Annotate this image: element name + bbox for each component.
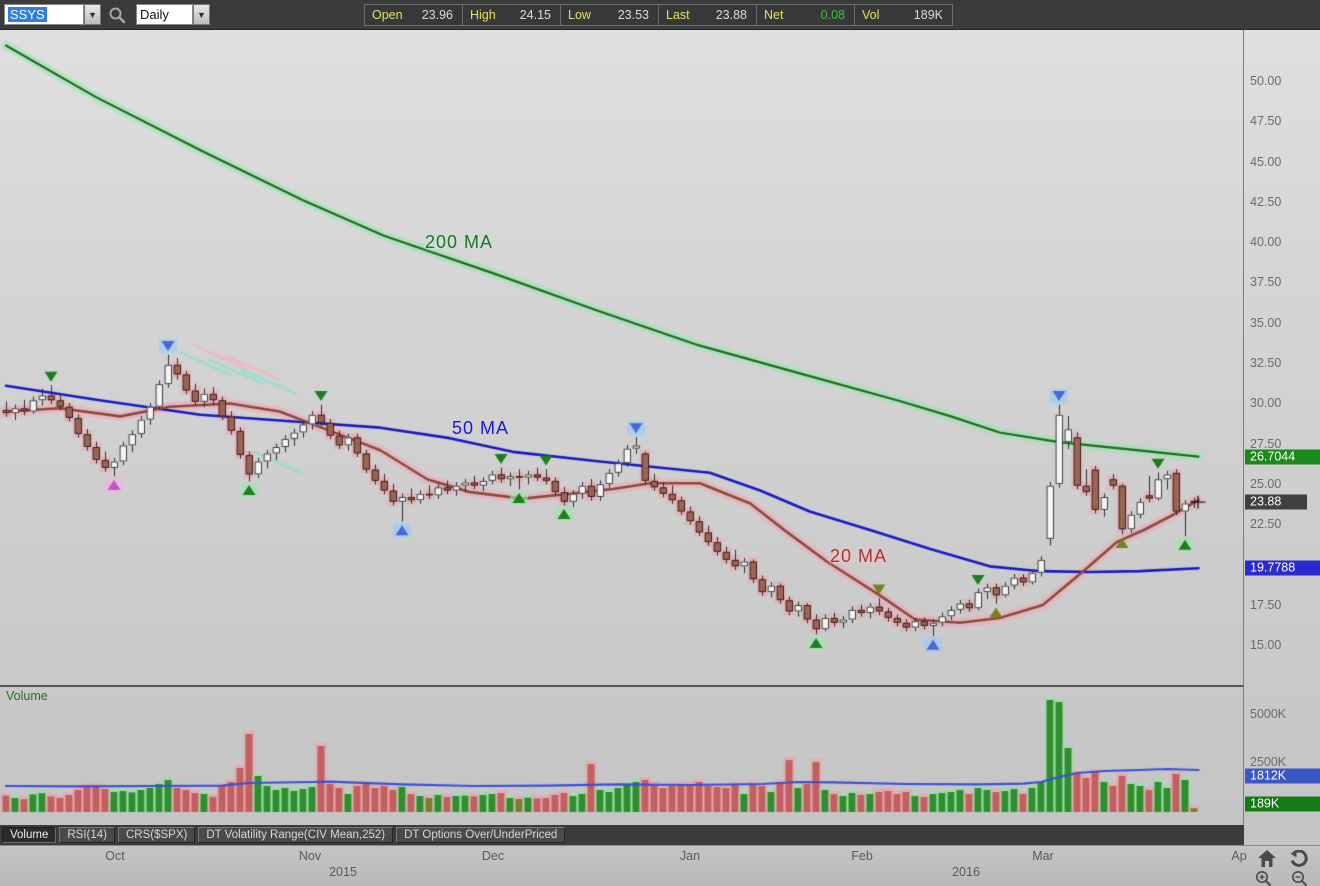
stat-label: Open [372, 8, 403, 22]
volume-panel-divider [0, 685, 1243, 687]
undo-zoom-button[interactable] [1288, 848, 1310, 868]
axis-tick: 47.50 [1250, 114, 1282, 128]
quote-stats: Open 23.96 High 24.15 Low 23.53 Last 23.88 Net 0.… [364, 4, 953, 26]
month-label: Dec [481, 849, 505, 863]
home-icon [1258, 849, 1276, 867]
tab-dt-options-over-underpriced[interactable]: DT Options Over/UnderPriced [396, 827, 566, 843]
chevron-down-icon: ▼ [197, 9, 206, 20]
axis-badge: 23.88 [1245, 494, 1307, 510]
symbol-dropdown-button[interactable]: ▼ [84, 4, 101, 25]
tab-rsi-14[interactable]: RSI(14) [59, 827, 115, 843]
period-value[interactable]: Daily [136, 4, 193, 25]
tab-dt-volatility-range-civ-mean-252[interactable]: DT Volatility Range(CIV Mean,252) [198, 827, 394, 843]
tab-volume[interactable]: Volume [2, 827, 57, 843]
ma200-label: 200 MA [425, 232, 494, 252]
month-label-partial: Ap [1231, 849, 1247, 863]
axis-tick: 42.50 [1250, 195, 1282, 209]
axis-tick: 2500K [1250, 755, 1287, 769]
stat-label: Low [568, 8, 591, 22]
search-button[interactable] [106, 4, 128, 26]
axis-tick: 5000K [1250, 707, 1287, 721]
search-icon [109, 7, 126, 24]
stat-value: 23.96 [421, 8, 453, 22]
stat-label: High [470, 8, 496, 22]
home-button[interactable] [1256, 848, 1278, 868]
axis-tick: 25.00 [1250, 477, 1282, 491]
month-label: Oct [105, 849, 125, 863]
stat-label: Net [764, 8, 784, 22]
month-label: Jan [679, 849, 701, 863]
axis-tick: 32.50 [1250, 356, 1282, 370]
toolbar: SSYS ▼ Daily ▼ Open 23.96 High 24.15 Low 23.5… [0, 0, 1320, 30]
axis-tick: 35.00 [1250, 316, 1282, 330]
price-axis[interactable]: 50.00 47.50 45.00 42.50 40.00 37.50 35.00 32.50… [1243, 30, 1320, 845]
stat-net: Net 0.08 [756, 4, 855, 26]
ma20-label: 20 MA [830, 546, 888, 566]
axis-tick: 27.50 [1250, 437, 1282, 451]
symbol-input[interactable]: SSYS [4, 4, 84, 25]
stat-last: Last 23.88 [658, 4, 757, 26]
axis-tick: 15.00 [1250, 638, 1282, 652]
axis-tick: 30.00 [1250, 396, 1282, 410]
volume-panel-title: Volume [6, 689, 48, 703]
chart-nav-icons [1246, 846, 1318, 886]
axis-badge: 26.7044 [1245, 449, 1320, 465]
year-label: 2015 [329, 865, 357, 879]
period-text: Daily [140, 7, 169, 22]
month-label: Nov [298, 849, 322, 863]
zoom-out-icon [1291, 870, 1307, 886]
axis-tick: 22.50 [1250, 517, 1282, 531]
tab-crs-spx[interactable]: CRS($SPX) [117, 827, 196, 843]
stat-low: Low 23.53 [560, 4, 659, 26]
period-combo: Daily ▼ [136, 4, 210, 25]
axis-tick: 17.50 [1250, 598, 1282, 612]
axis-tick: 50.00 [1250, 74, 1282, 88]
axis-tick: 37.50 [1250, 275, 1282, 289]
axis-tick: 45.00 [1250, 155, 1282, 169]
stat-vol: Vol 189K [854, 4, 953, 26]
zoom-out-button[interactable] [1288, 868, 1310, 886]
ma50-label: 50 MA [452, 418, 510, 438]
chevron-down-icon: ▼ [88, 9, 97, 20]
axis-tick: 40.00 [1250, 235, 1282, 249]
stat-value: 23.88 [715, 8, 747, 22]
date-axis[interactable]: Oct Nov Dec Jan Feb Mar 2015 2016 Ap [0, 845, 1320, 886]
undo-icon [1290, 849, 1308, 867]
month-label: Feb [851, 849, 873, 863]
stat-value: 189K [913, 8, 943, 22]
stat-label: Vol [862, 8, 880, 22]
stat-value: 23.53 [617, 8, 649, 22]
symbol-combo: SSYS ▼ [4, 4, 101, 25]
stat-high: High 24.15 [462, 4, 561, 26]
zoom-in-icon [1255, 870, 1271, 886]
symbol-text: SSYS [8, 7, 47, 22]
axis-badge: 189K [1245, 796, 1320, 812]
period-dropdown-button[interactable]: ▼ [193, 4, 210, 25]
indicator-tabbar: Volume RSI(14) CRS($SPX) DT Volatility Rang… [0, 825, 1244, 845]
stat-value: 0.08 [820, 8, 845, 22]
stat-value: 24.15 [519, 8, 551, 22]
month-label: Mar [1032, 849, 1054, 863]
axis-badge: 1812K [1245, 768, 1320, 784]
axis-badge: 19.7788 [1245, 560, 1320, 576]
stat-label: Last [666, 8, 690, 22]
year-label: 2016 [952, 865, 980, 879]
stat-open: Open 23.96 [364, 4, 463, 26]
zoom-in-button[interactable] [1252, 868, 1274, 886]
